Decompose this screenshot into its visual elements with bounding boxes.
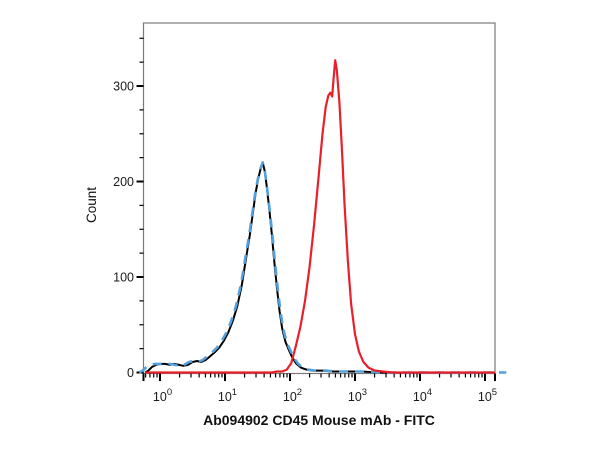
curve-cd45-mab-fitc-red (145, 59, 495, 374)
curve-unstained-control-black (144, 161, 495, 374)
x-axis-tick-label: 101 (218, 387, 237, 404)
y-axis-tick-label: 200 (113, 175, 134, 189)
y-axis-tick-label: 100 (113, 271, 134, 285)
x-axis-tick-label: 100 (153, 387, 172, 404)
x-axis-title: Ab094902 CD45 Mouse mAb - FITC (203, 412, 435, 428)
x-axis-tick-label: 105 (478, 387, 497, 404)
plot-frame (142, 22, 496, 375)
tick-labels: 100 101 102 103 104 105 0 100 200 300 (113, 80, 497, 404)
y-axis-title: Count (84, 187, 99, 223)
y-axis-tick-label: 0 (127, 366, 134, 380)
y-axis-tick-label: 300 (113, 80, 134, 94)
x-axis-tick-label: 104 (413, 387, 432, 404)
curve-isotype-control-blue-dashed (138, 161, 507, 374)
axis-ticks (136, 37, 496, 381)
x-axis-tick-label: 102 (283, 387, 302, 404)
series-curves (138, 59, 507, 374)
x-axis-tick-label: 103 (348, 387, 367, 404)
